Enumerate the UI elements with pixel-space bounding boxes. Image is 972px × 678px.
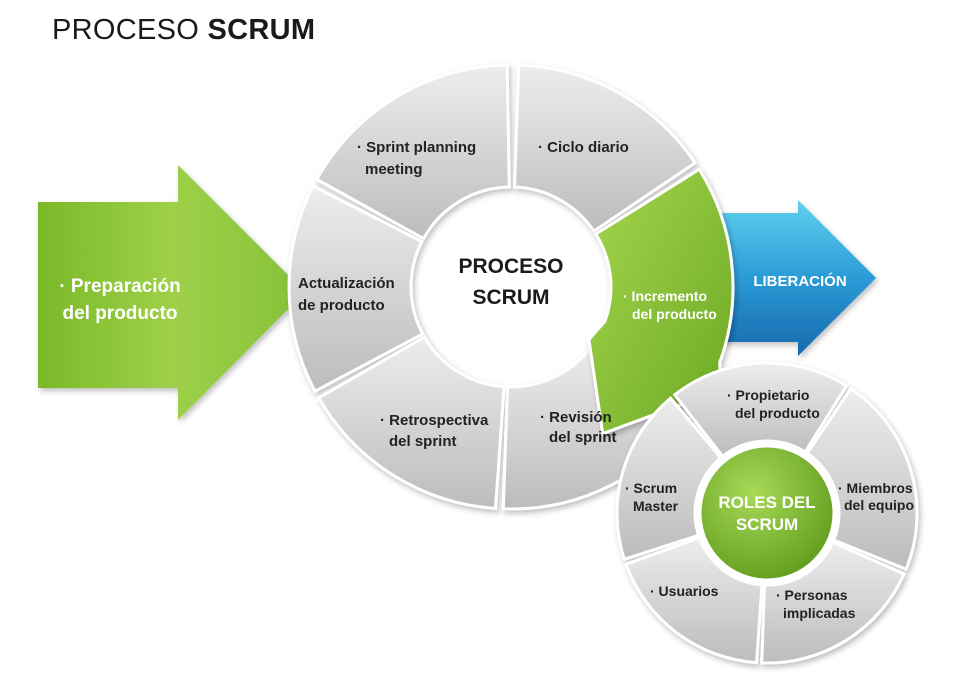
roles-labels: ROLES DEL SCRUM · Propietario del produc… xyxy=(625,387,914,621)
role-scrum-master-line2: Master xyxy=(633,498,679,514)
actualizacion-line2: de producto xyxy=(298,297,385,314)
role-miembros-line1: · Miembros xyxy=(838,480,913,496)
release-label: LIBERACIÓN xyxy=(753,272,846,290)
actualizacion-line1: Actualización xyxy=(298,275,395,292)
role-segment-usuarios xyxy=(624,535,764,665)
segment-retrospectiva xyxy=(316,334,506,511)
roles-center-line2: SCRUM xyxy=(736,515,798,534)
preparation-label-line2: del producto xyxy=(62,303,177,324)
ciclo-diario-label: · Ciclo diario xyxy=(538,139,629,156)
incremento-line1: · Incremento xyxy=(623,288,707,304)
role-propietario-line1: · Propietario xyxy=(727,387,809,403)
roles-ring xyxy=(615,361,919,665)
roles-center-line1: ROLES DEL xyxy=(718,493,815,512)
role-scrum-master-line1: · Scrum xyxy=(625,480,677,496)
increment-segment xyxy=(587,167,735,436)
role-personas-line1: · Personas xyxy=(776,587,848,603)
roles-center xyxy=(696,442,838,584)
center-label-line2: SCRUM xyxy=(473,286,550,309)
sprint-planning-line1: · Sprint planning xyxy=(357,139,476,156)
title-part2: SCRUM xyxy=(207,14,316,46)
segment-ciclo-diario xyxy=(512,63,698,234)
retrospectiva-line1: · Retrospectiva xyxy=(380,412,489,429)
role-propietario-line2: del producto xyxy=(735,405,820,421)
title-part1: PROCESO xyxy=(52,14,208,46)
center-label-line1: PROCESO xyxy=(458,255,563,278)
segment-incremento xyxy=(587,167,735,436)
svg-text:· Sprint planning: · Sprint planning xyxy=(357,139,476,156)
page-title: PROCESO SCRUM xyxy=(52,14,315,47)
retrospectiva-line2: del sprint xyxy=(389,433,457,450)
role-segment-scrum-master xyxy=(615,395,723,562)
process-ring xyxy=(287,63,698,511)
sprint-planning-line2: meeting xyxy=(365,161,423,178)
ring-labels: · Sprint planning meeting · Ciclo diario… xyxy=(298,139,717,450)
revision-line2: del sprint xyxy=(549,429,617,446)
svg-text:· Preparación: · Preparación xyxy=(59,276,180,297)
revision-line1: · Revisión xyxy=(540,409,612,426)
release-arrow: LIBERACIÓN xyxy=(720,200,876,356)
preparation-arrow: · Preparación del producto xyxy=(38,165,305,420)
role-miembros-line2: del equipo xyxy=(844,497,914,513)
segment-sprint-planning xyxy=(314,63,511,241)
preparation-label-line1: · Preparación xyxy=(59,276,180,297)
segment-actualizacion xyxy=(287,184,425,394)
role-usuarios-label: · Usuarios xyxy=(650,583,719,599)
role-segment-personas xyxy=(760,540,907,665)
svg-text:meeting: meeting xyxy=(365,161,423,178)
incremento-line2: del producto xyxy=(632,306,717,322)
role-personas-line2: implicadas xyxy=(783,605,856,621)
role-segment-propietario xyxy=(672,361,849,459)
svg-text:del producto: del producto xyxy=(62,303,177,324)
role-segment-miembros xyxy=(805,386,919,572)
